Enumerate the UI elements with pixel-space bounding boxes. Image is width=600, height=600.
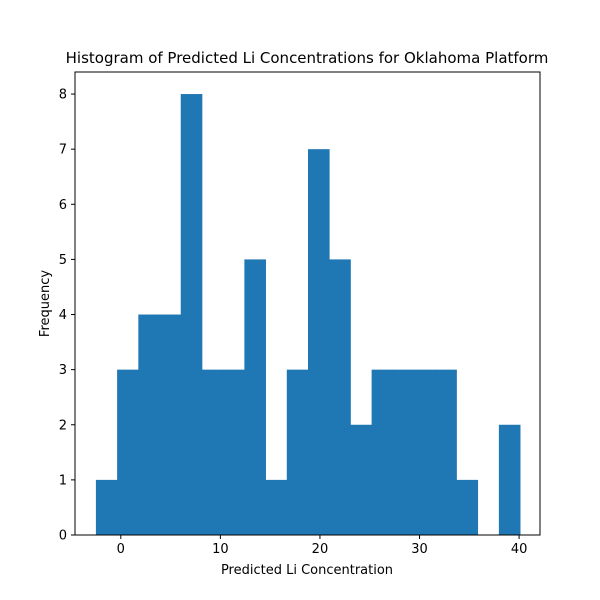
y-tick-label: 7 xyxy=(59,143,67,158)
y-tick-label: 2 xyxy=(59,418,67,433)
histogram-bar xyxy=(371,369,394,535)
y-axis: 0 1 2 3 4 5 6 7 8 xyxy=(59,88,75,544)
histogram-bar xyxy=(265,479,288,535)
histogram-bar xyxy=(414,369,436,535)
x-tick-label: 20 xyxy=(312,542,329,557)
x-tick-label: 30 xyxy=(411,542,428,557)
y-tick-label: 4 xyxy=(59,308,67,323)
x-axis-label: Predicted Li Concentration xyxy=(221,563,393,578)
histogram-bar xyxy=(286,369,309,535)
histogram-bar xyxy=(223,369,245,535)
histogram-bar xyxy=(244,259,266,535)
x-tick-label: 10 xyxy=(212,542,229,557)
histogram-bar xyxy=(117,369,139,535)
plot-frame xyxy=(74,71,541,536)
y-tick-label: 0 xyxy=(59,529,67,544)
bars-group xyxy=(95,94,521,536)
chart-title: Histogram of Predicted Li Concentrations… xyxy=(66,49,549,67)
x-tick-label: 40 xyxy=(511,542,528,557)
y-tick-label: 1 xyxy=(59,473,67,488)
histogram-bar xyxy=(498,424,521,535)
histogram-bar xyxy=(350,424,373,535)
histogram-bar xyxy=(392,369,415,535)
histogram-bar xyxy=(435,369,457,535)
y-axis-label: Frequency xyxy=(38,270,53,337)
histogram-bar xyxy=(180,94,203,536)
histogram-bar xyxy=(159,314,182,535)
y-tick-label: 8 xyxy=(59,88,67,103)
y-tick-label: 6 xyxy=(59,198,67,213)
histogram-bar xyxy=(329,259,351,535)
y-tick-label: 3 xyxy=(59,363,67,378)
histogram-bar xyxy=(201,369,224,535)
x-tick-label: 0 xyxy=(117,542,125,557)
histogram-bar xyxy=(307,149,330,535)
y-tick-label: 5 xyxy=(59,253,67,268)
histogram-bar xyxy=(138,314,160,535)
histogram-bar xyxy=(456,479,479,535)
histogram-bar xyxy=(95,479,118,535)
x-axis: 0 10 20 30 40 xyxy=(117,535,528,557)
